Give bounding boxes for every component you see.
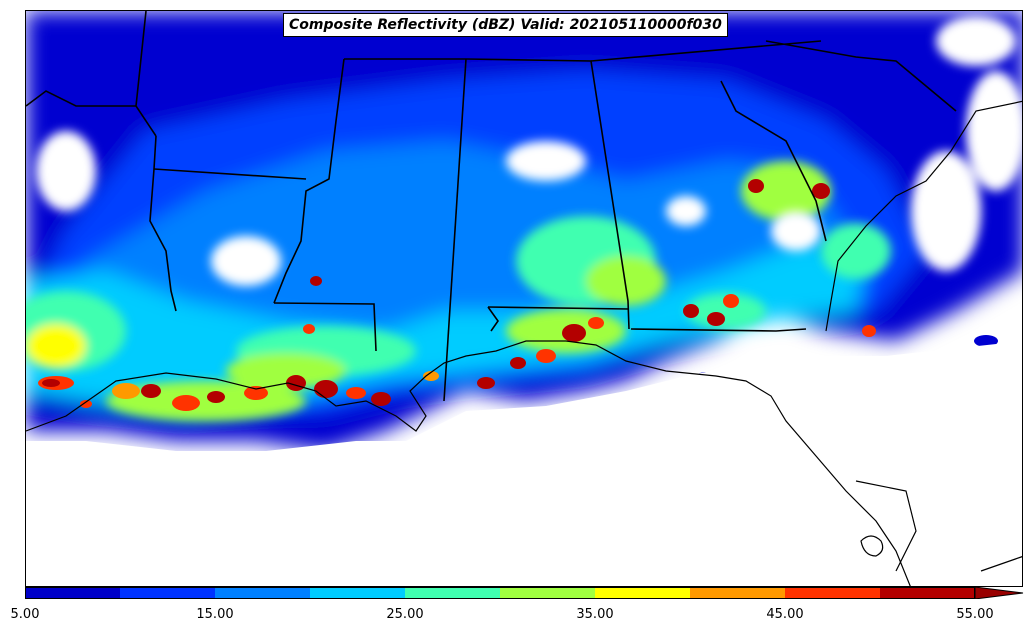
colorbar-tick-label: 25.00	[386, 607, 424, 622]
colorbar-tick-label: 45.00	[766, 607, 804, 622]
colorbar-tick-label: 5.00	[10, 607, 40, 622]
colorbar	[25, 587, 1024, 599]
colorbar-extend-arrow	[974, 587, 1024, 599]
colorbar-tick-label: 15.00	[196, 607, 234, 622]
state-borders	[26, 11, 957, 402]
map-panel	[25, 10, 1023, 587]
convective-cells	[38, 179, 876, 411]
colorbar-segment	[595, 587, 690, 599]
colorbar-segment	[25, 587, 120, 599]
colorbar-segment	[215, 587, 310, 599]
coastline	[26, 100, 1022, 586]
map-title: Composite Reflectivity (dBZ) Valid: 2021…	[283, 13, 728, 37]
colorbar-segment	[405, 587, 500, 599]
colorbar-segment	[120, 587, 215, 599]
colorbar-segment	[785, 587, 880, 599]
colorbar-tick-label: 55.00	[956, 607, 994, 622]
colorbar-segment	[690, 587, 785, 599]
colorbar-segment	[880, 587, 975, 599]
colorbar-tick-label: 35.00	[576, 607, 614, 622]
reflectivity-field	[26, 11, 1022, 586]
colorbar-outline	[25, 587, 975, 599]
reflectivity-map	[26, 11, 1022, 586]
colorbar-segment	[500, 587, 595, 599]
colorbar-segment	[310, 587, 405, 599]
